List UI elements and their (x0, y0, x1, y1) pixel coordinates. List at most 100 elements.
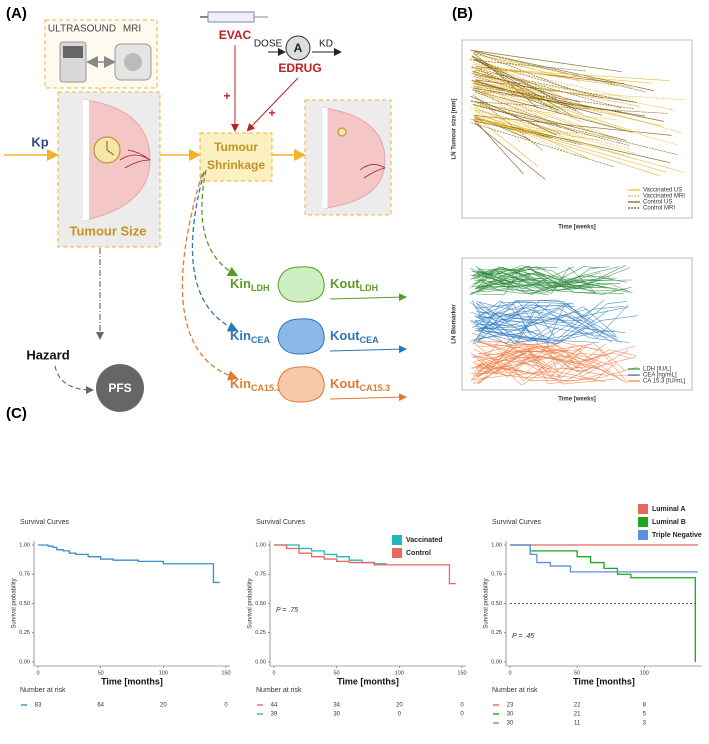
trajectory (475, 91, 579, 134)
arrow (329, 293, 407, 302)
kp-label: Kp (31, 134, 48, 149)
survival-curve (510, 544, 698, 573)
trajectory (470, 345, 636, 374)
risk-count: 30 (507, 712, 514, 718)
trajectory (474, 118, 671, 164)
y-axis-label: Survival probability (484, 578, 490, 628)
kd-label: KD (319, 39, 333, 50)
arrow (329, 345, 407, 354)
trajectory (475, 102, 549, 119)
kout-text: Kout (330, 376, 360, 391)
ultrasound-label: ULTRASOUND (48, 24, 116, 35)
x-axis-label: Time [weeks] (558, 397, 596, 403)
trajectory (471, 352, 611, 381)
trajectory (477, 311, 565, 323)
legend-label: Vaccinated (406, 537, 443, 544)
trajectory (473, 120, 552, 138)
trajectory (474, 265, 621, 290)
trajectory (478, 356, 595, 367)
risk-count: 64 (97, 703, 104, 709)
kout-text: Kout (330, 328, 360, 343)
trajectory (477, 267, 558, 277)
trajectory (472, 63, 618, 86)
chart-title: Survival Curves (492, 519, 542, 526)
trajectory (473, 266, 575, 290)
trajectory (475, 79, 637, 103)
legend-label: Control (406, 550, 431, 557)
x-tick-label: 50 (574, 670, 580, 676)
legend-label: Vaccinated US (643, 188, 682, 194)
panel-b: (B) LN Tumour size [mm] Time [weeks] Vacci… (452, 5, 693, 403)
survival-chart: Survival Curves Survival probability 0.00 0… (12, 519, 231, 709)
kin-sub: LDH (251, 283, 270, 293)
trajectory (475, 90, 618, 141)
legend-label: LDH [IU/L] (643, 367, 671, 373)
compartment-label: A (294, 41, 303, 55)
trajectory (479, 266, 620, 295)
survival-curve (274, 544, 456, 585)
trajectory (470, 304, 565, 345)
trajectory (474, 74, 640, 107)
kout-label: KoutCA15.3 (330, 376, 390, 393)
trajectory (469, 268, 633, 294)
p-value: P = .75 (276, 607, 298, 614)
x-tick-label: 100 (395, 670, 404, 676)
x-tick-label: 50 (98, 670, 104, 676)
kin-text: Kin (230, 276, 251, 291)
trajectory (470, 49, 622, 73)
legend-label: Luminal A (652, 506, 686, 513)
x-tick-label: 50 (334, 670, 340, 676)
risk-title: Number at risk (256, 687, 302, 694)
tumour-size-label: Tumour Size (69, 223, 146, 238)
risk-count: 20 (160, 703, 167, 709)
trajectory (476, 348, 608, 385)
trajectory (472, 354, 601, 382)
trajectory (475, 81, 632, 131)
risk-count: 3 (643, 721, 647, 727)
risk-count: 0 (224, 703, 228, 709)
risk-title: Number at risk (20, 687, 66, 694)
legend-label: Triple Negative (652, 532, 702, 539)
trajectory (475, 111, 576, 157)
trajectory (472, 86, 679, 146)
legend-label: Control US (643, 200, 672, 206)
trajectory (474, 80, 651, 124)
shrinkage-box (199, 132, 273, 182)
trajectory (476, 266, 610, 286)
trajectory (477, 299, 593, 344)
x-tick-label: 150 (457, 670, 466, 676)
trajectory (474, 304, 531, 335)
trajectory (473, 85, 685, 101)
trajectory (478, 345, 637, 385)
risk-count: 5 (643, 712, 647, 718)
trajectory (474, 277, 543, 282)
trajectory (473, 339, 631, 364)
legend-swatch (638, 504, 648, 514)
legend-label: Vaccinated MRI (643, 194, 685, 200)
risk-count: 21 (574, 712, 581, 718)
x-tick-label: 0 (272, 670, 275, 676)
y-tick-label: 1.00 (255, 542, 266, 548)
mri-label: MRI (123, 24, 141, 35)
legend-label: Control MRI (643, 206, 675, 212)
legend-swatch (392, 548, 402, 558)
breast-image (322, 107, 386, 209)
trajectory (475, 319, 583, 326)
mri-icon (114, 43, 152, 81)
trajectory (477, 342, 602, 378)
trajectory (475, 282, 545, 290)
trajectory (473, 304, 575, 323)
trajectory (473, 88, 604, 134)
risk-count: 23 (507, 703, 514, 709)
legend-label: CEA [ng/mL] (643, 373, 677, 379)
trajectory (478, 270, 632, 282)
trajectory (472, 71, 675, 111)
trajectory (474, 115, 539, 168)
kin-text: Kin (230, 328, 251, 343)
trajectory (473, 87, 645, 117)
trajectory (474, 59, 575, 106)
x-tick-label: 100 (640, 670, 649, 676)
survival-curve (274, 544, 387, 565)
trajectory (474, 122, 546, 180)
